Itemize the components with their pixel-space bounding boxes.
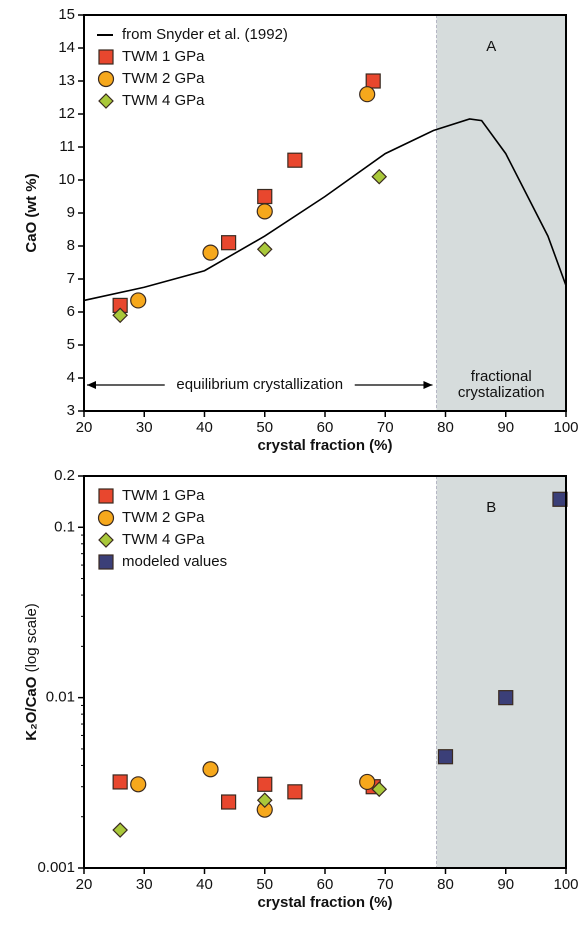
legend-label: TWM 1 GPa: [122, 48, 205, 65]
model-line: [83, 118, 567, 302]
y-axis-label: CaO (wt %): [23, 173, 40, 252]
y-tick-label: 6: [67, 303, 75, 320]
x-tick-label: 50: [256, 876, 273, 893]
square-marker: [112, 774, 128, 790]
annotation: crystalization: [458, 384, 545, 401]
legend-label: modeled values: [122, 553, 227, 570]
y-tick-label: 11: [59, 138, 75, 155]
plot-frame: [83, 475, 567, 869]
x-tick-label: 30: [136, 419, 153, 436]
circle-marker: [130, 292, 147, 309]
panel-label: A: [486, 38, 496, 55]
diamond-marker: [256, 241, 273, 258]
x-tick-label: 20: [76, 876, 93, 893]
x-tick-label: 90: [497, 876, 514, 893]
y-tick-label: 12: [58, 105, 75, 122]
y-axis-label-note: (log scale): [23, 603, 40, 676]
y-tick-label: 0.001: [37, 859, 75, 876]
x-tick-label: 20: [76, 419, 93, 436]
x-tick-label: 100: [553, 419, 578, 436]
y-tick-label: 14: [58, 39, 75, 56]
x-tick-label: 60: [317, 419, 334, 436]
legend-label: TWM 4 GPa: [122, 92, 205, 109]
x-axis-label: crystal fraction (%): [257, 437, 392, 454]
circle-marker: [359, 773, 376, 791]
square-marker: [552, 491, 568, 507]
x-tick-label: 70: [377, 876, 394, 893]
annotation: fractional: [471, 368, 532, 385]
x-tick-label: 60: [317, 876, 334, 893]
diamond-marker: [112, 822, 128, 838]
legend-marker: [98, 49, 114, 65]
y-tick-label: 3: [67, 402, 75, 419]
legend-marker: [97, 70, 115, 88]
square-marker: [221, 794, 237, 810]
legend-label: TWM 2 GPa: [122, 70, 205, 87]
legend-marker: [98, 532, 114, 548]
legend-label: TWM 1 GPa: [122, 487, 205, 504]
circle-marker: [359, 86, 376, 103]
y-axis-label: K₂O/CaO (log scale): [23, 603, 40, 741]
diamond-marker: [112, 307, 128, 324]
y-tick-label: 10: [58, 171, 75, 188]
x-tick-label: 50: [256, 419, 273, 436]
shaded-region: [436, 15, 566, 411]
y-tick-label: 5: [67, 336, 75, 353]
x-tick-label: 80: [437, 419, 454, 436]
square-marker: [365, 73, 381, 89]
square-marker: [287, 152, 303, 168]
x-tick-label: 100: [553, 876, 578, 893]
y-axis-label-main: K₂O/CaO: [23, 676, 40, 741]
legend-marker: [98, 488, 114, 504]
y-tick-label: 15: [58, 6, 75, 23]
circle-marker: [202, 244, 219, 261]
y-tick-label: 9: [67, 204, 75, 221]
circle-marker: [130, 776, 147, 793]
square-marker: [257, 776, 273, 792]
square-marker: [257, 188, 273, 205]
plot-frame: [83, 14, 567, 412]
legend-marker: [98, 554, 114, 570]
x-tick-label: 40: [196, 419, 213, 436]
x-axis-label: crystal fraction (%): [257, 894, 392, 911]
x-tick-label: 30: [136, 876, 153, 893]
shaded-region: [436, 476, 566, 868]
square-marker: [498, 690, 514, 706]
annotation-bg: [164, 375, 355, 395]
x-tick-label: 90: [497, 419, 514, 436]
x-tick-label: 40: [196, 876, 213, 893]
panel-label: B: [486, 499, 496, 516]
circle-marker: [202, 761, 219, 778]
annotation: equilibrium crystallization: [176, 376, 343, 393]
y-tick-label: 7: [67, 270, 75, 287]
square-marker: [287, 784, 303, 800]
square-marker: [437, 749, 454, 765]
legend-label: from Snyder et al. (1992): [122, 26, 288, 43]
diamond-marker: [371, 781, 388, 798]
y-tick-label: 0.01: [46, 689, 75, 706]
y-tick-label: 0.2: [54, 467, 75, 484]
y-tick-label: 4: [67, 369, 75, 386]
circle-marker: [256, 203, 273, 220]
diamond-marker: [371, 168, 388, 185]
diamond-marker: [256, 792, 273, 809]
y-tick-label: 13: [58, 72, 75, 89]
square-marker: [221, 235, 237, 251]
y-tick-label: 0.1: [54, 518, 75, 535]
y-axis-label-main: CaO (wt %): [23, 173, 40, 252]
y-tick-label: 8: [67, 237, 75, 254]
x-tick-label: 70: [377, 419, 394, 436]
legend-marker: [97, 509, 115, 527]
legend-label: TWM 4 GPa: [122, 531, 205, 548]
legend-marker: [98, 93, 114, 109]
legend-label: TWM 2 GPa: [122, 509, 205, 526]
x-tick-label: 80: [437, 876, 454, 893]
